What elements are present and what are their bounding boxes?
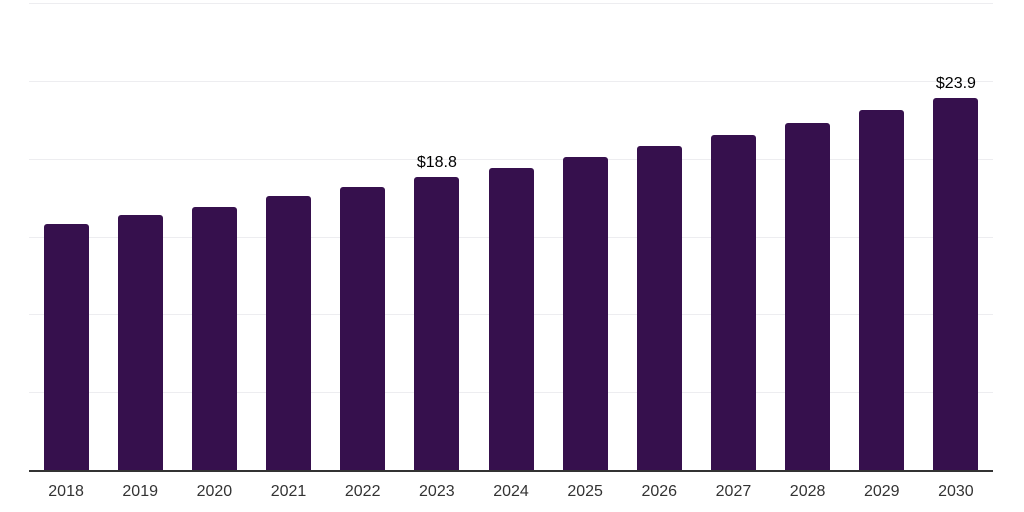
bar-2019 xyxy=(117,214,163,470)
bar-2022 xyxy=(340,186,386,470)
plot-area: $18.8 $23.9 xyxy=(29,3,993,472)
bar-2030 xyxy=(933,97,979,470)
x-tick-label-2029: 2029 xyxy=(863,483,900,500)
x-tick-label-2018: 2018 xyxy=(48,483,84,500)
x-tick-label-2022: 2022 xyxy=(344,483,381,500)
bar-2018 xyxy=(43,224,89,470)
bar-2027 xyxy=(710,135,756,470)
x-tick-label-2021: 2021 xyxy=(270,483,307,500)
x-tick-label-2020: 2020 xyxy=(196,483,233,500)
x-tick-label-2025: 2025 xyxy=(567,483,603,500)
x-tick-label-2026: 2026 xyxy=(641,483,678,500)
bar-2020 xyxy=(191,206,237,470)
bar-2028 xyxy=(785,122,831,470)
gridline-20 xyxy=(29,158,993,160)
x-tick-label-2028: 2028 xyxy=(789,483,826,500)
data-label-2030: $23.9 xyxy=(935,74,976,92)
bar-2026 xyxy=(636,146,682,470)
data-label-2023: $18.8 xyxy=(416,154,457,172)
gridline-30 xyxy=(29,3,993,4)
x-tick-label-2023: 2023 xyxy=(419,483,455,500)
x-tick-label-2027: 2027 xyxy=(715,483,752,500)
x-axis: 2018 2019 2020 2021 2022 2023 2024 2025 2026 2027… xyxy=(29,483,993,503)
x-tick-label-2024: 2024 xyxy=(493,483,529,500)
bar-2029 xyxy=(859,110,905,470)
bar-2024 xyxy=(488,168,534,470)
bar-2023 xyxy=(414,177,460,470)
gridline-25 xyxy=(29,80,993,82)
x-tick-label-2019: 2019 xyxy=(122,483,158,500)
bar-2025 xyxy=(562,157,608,470)
bar-2021 xyxy=(266,196,312,470)
x-tick-label-2030: 2030 xyxy=(938,483,974,500)
